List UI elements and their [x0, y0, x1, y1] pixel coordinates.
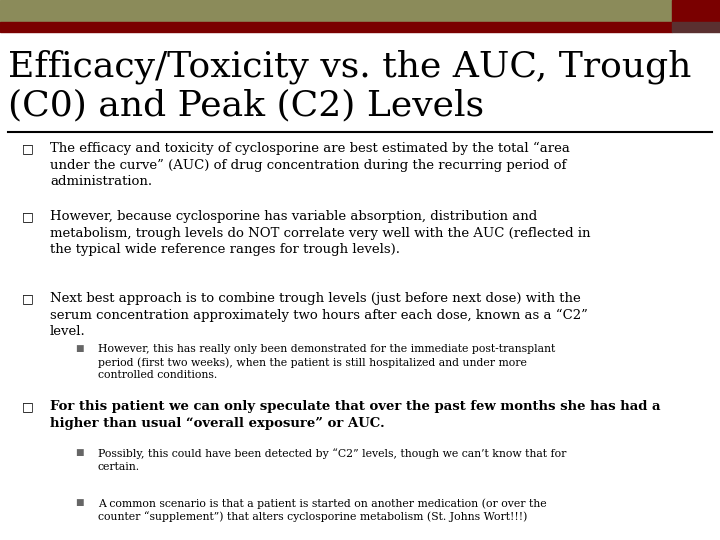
Text: ■: ■: [75, 448, 84, 457]
Text: However, because cyclosporine has variable absorption, distribution and
metaboli: However, because cyclosporine has variab…: [50, 210, 590, 256]
Text: Next best approach is to combine trough levels (just before next dose) with the
: Next best approach is to combine trough …: [50, 292, 588, 339]
Text: □: □: [22, 142, 34, 155]
Text: For this patient we can only speculate that over the past few months she has had: For this patient we can only speculate t…: [50, 400, 660, 429]
Text: The efficacy and toxicity of cyclosporine are best estimated by the total “area
: The efficacy and toxicity of cyclosporin…: [50, 142, 570, 188]
Bar: [0, 0, 672, 22]
Text: A common scenario is that a patient is started on another medication (or over th: A common scenario is that a patient is s…: [98, 498, 546, 522]
Text: Efficacy/Toxicity vs. the AUC, Trough: Efficacy/Toxicity vs. the AUC, Trough: [8, 50, 691, 84]
Text: ■: ■: [75, 344, 84, 353]
Text: Possibly, this could have been detected by “C2” levels, though we can’t know tha: Possibly, this could have been detected …: [98, 448, 567, 471]
Text: ■: ■: [75, 498, 84, 507]
Bar: [672, 0, 720, 22]
Bar: [0, 22, 672, 32]
Text: However, this has really only been demonstrated for the immediate post-transplan: However, this has really only been demon…: [98, 344, 555, 380]
Text: (C0) and Peak (C2) Levels: (C0) and Peak (C2) Levels: [8, 88, 484, 122]
Text: □: □: [22, 400, 34, 413]
Text: □: □: [22, 292, 34, 305]
Text: □: □: [22, 210, 34, 223]
Bar: [672, 22, 720, 32]
